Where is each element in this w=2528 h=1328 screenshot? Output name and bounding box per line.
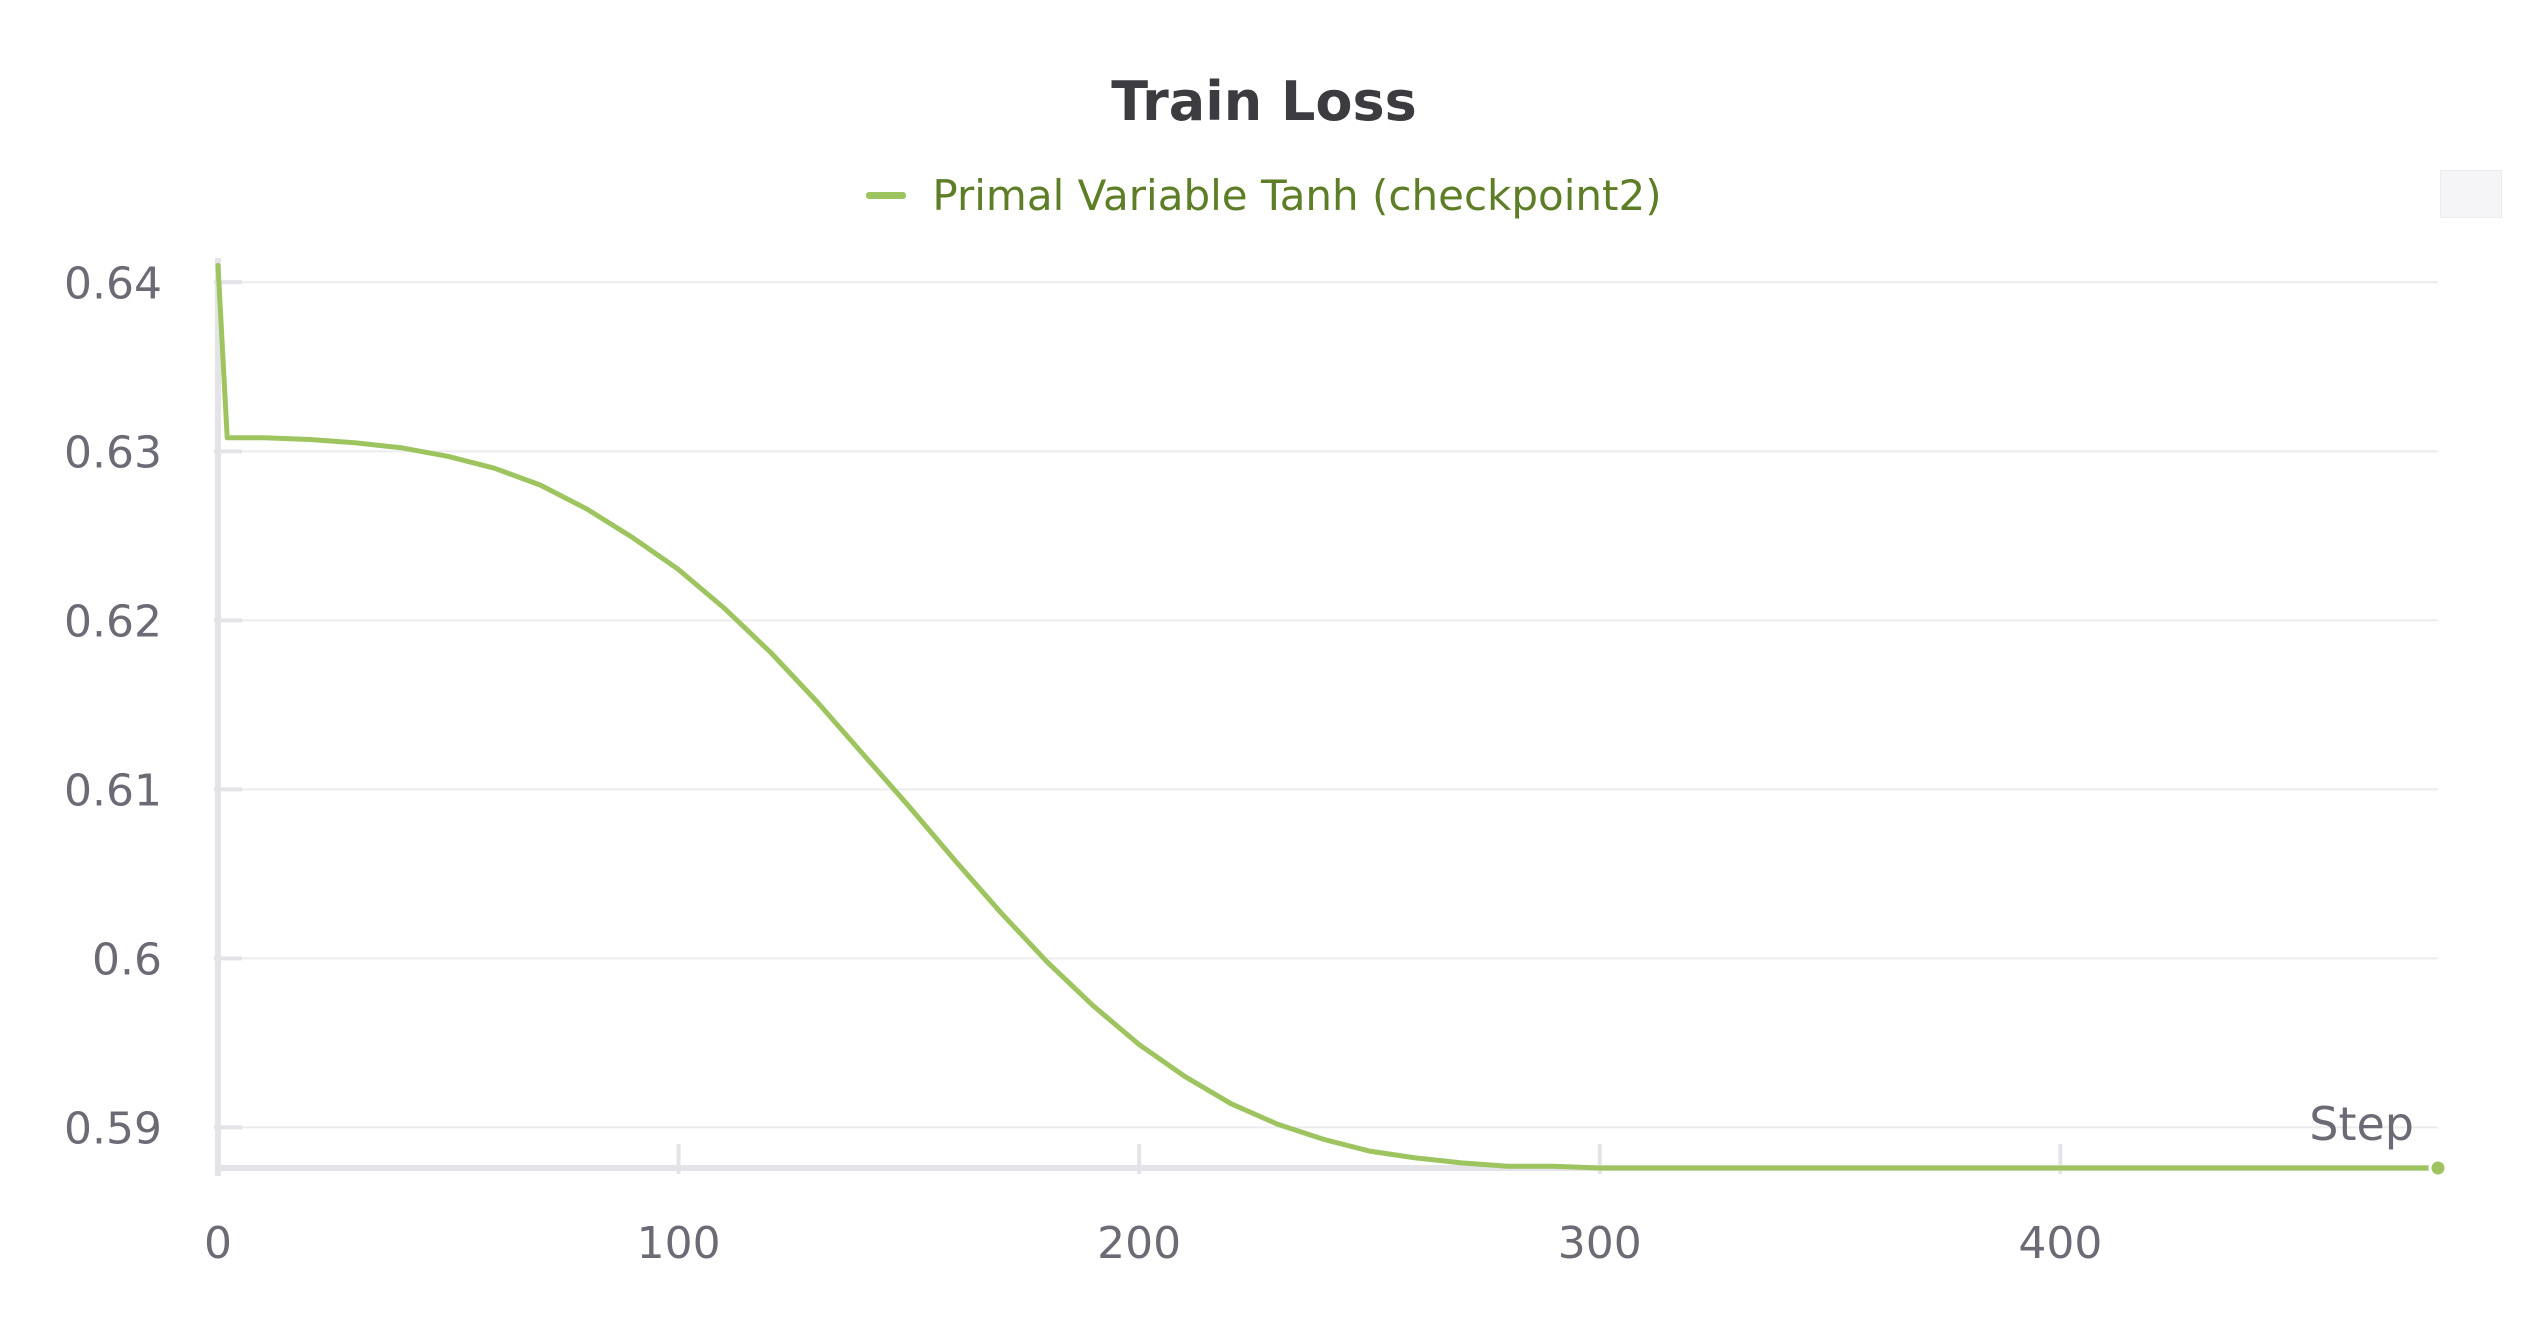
y-tick-label: 0.63 bbox=[64, 427, 162, 478]
legend-swatch-icon bbox=[866, 191, 907, 199]
x-tick-label: 100 bbox=[637, 1218, 721, 1269]
series-end-point[interactable] bbox=[2428, 1158, 2448, 1178]
y-tick-label: 0.61 bbox=[64, 765, 162, 816]
legend-label[interactable]: Primal Variable Tanh (checkpoint2) bbox=[932, 170, 1662, 220]
x-tick-label: 0 bbox=[204, 1218, 232, 1269]
y-tick-label: 0.59 bbox=[64, 1103, 162, 1154]
chart-title: Train Loss bbox=[1111, 70, 1417, 133]
y-tick-label: 0.62 bbox=[64, 596, 162, 647]
x-tick-label: 300 bbox=[1558, 1218, 1642, 1269]
x-tick-label: 400 bbox=[2018, 1218, 2102, 1269]
x-axis-label: Step bbox=[2309, 1097, 2414, 1151]
axes bbox=[214, 258, 2438, 1176]
y-tick-label: 0.64 bbox=[64, 258, 162, 309]
x-tick-label: 200 bbox=[1097, 1218, 1181, 1269]
series-line[interactable] bbox=[215, 262, 2441, 1171]
legend: Primal Variable Tanh (checkpoint2) bbox=[0, 165, 2528, 225]
tick-labels: 0.59 0.6 0.61 0.62 0.63 0.64 0 100 200 300 400 bbox=[64, 258, 2102, 1269]
series-layer bbox=[215, 262, 2448, 1178]
y-tick-label: 0.6 bbox=[92, 934, 162, 985]
panel-menu-button[interactable] bbox=[2440, 170, 2502, 218]
grid-lines bbox=[218, 281, 2438, 1129]
